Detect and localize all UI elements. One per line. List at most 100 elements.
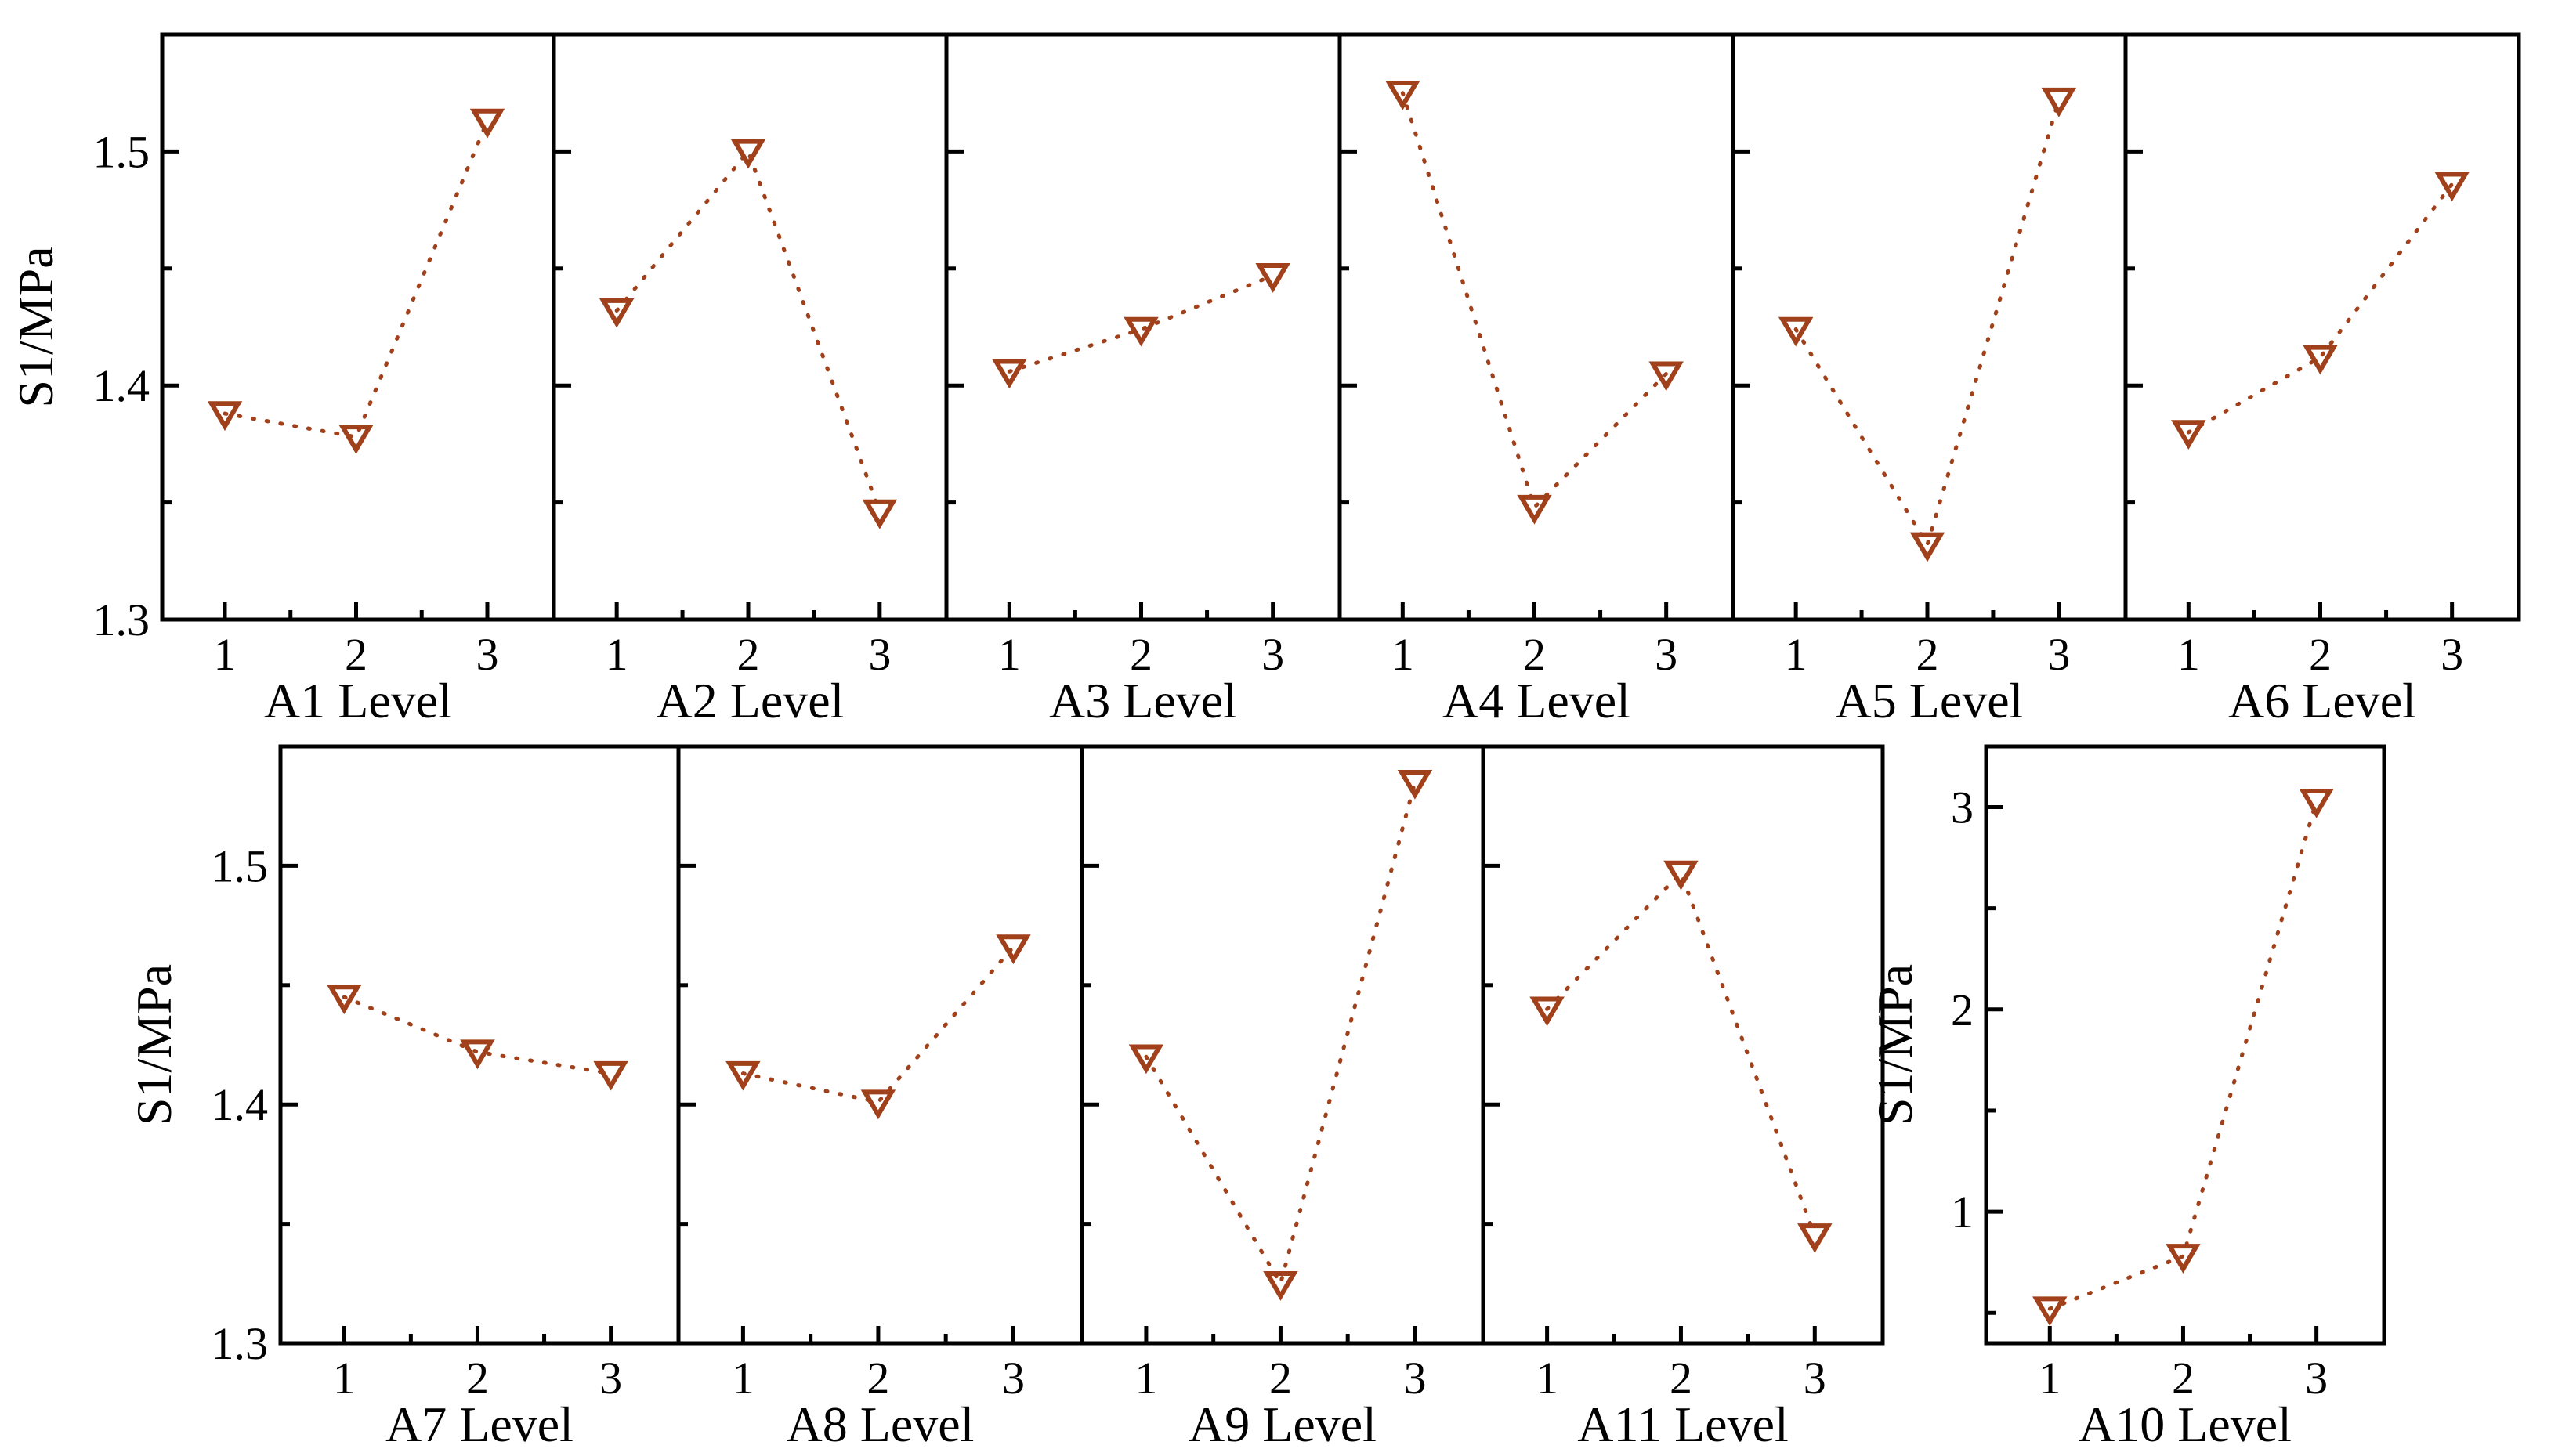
panel-a1-xtick-label: 3 <box>476 629 499 680</box>
panel-a3-xtick-label: 1 <box>998 629 1021 680</box>
panel-a3-series-line <box>1007 273 1276 374</box>
panel-a1-ytick-label: 1.4 <box>93 360 150 411</box>
panel-a11-xtick-label: 1 <box>1536 1353 1558 1404</box>
panel-a11-frame <box>1481 744 1885 1346</box>
panel-a8-point <box>996 934 1031 965</box>
panel-a7-frame <box>278 744 681 1346</box>
panel-a9-point <box>1397 769 1433 800</box>
panel-a9-xtick-label: 2 <box>1269 1353 1292 1404</box>
panel-a6-xlabel: A6 Level <box>2228 673 2416 728</box>
panel-a1-xtick-label: 2 <box>345 629 367 680</box>
panel-a5-point <box>2041 87 2077 117</box>
panel-a5-frame <box>1731 32 2128 622</box>
panel-a1-point <box>469 108 505 139</box>
panel-a10-ytick-label: 2 <box>1951 985 1974 1035</box>
panel-a9-point <box>1263 1271 1298 1301</box>
panel-a4-xtick-label: 3 <box>1655 629 1677 680</box>
panel-a10-ylabel: S1/MPa <box>1867 964 1923 1125</box>
panel-a8-xtick-label: 1 <box>732 1353 754 1404</box>
panel-a7-point <box>327 985 362 1015</box>
panel-a6-frame <box>2123 32 2521 622</box>
panel-a2-xtick-label: 3 <box>868 629 891 680</box>
panel-a4-frame <box>1337 32 1735 622</box>
panel-a7-xtick-label: 3 <box>599 1353 622 1404</box>
panel-a10-point <box>2032 1296 2068 1327</box>
panel-a7-ylabel: S1/MPa <box>126 964 182 1125</box>
panel-a5-xlabel: A5 Level <box>1836 673 2024 728</box>
panel-a3: 1 2 3 A3 Level <box>944 32 1342 728</box>
panel-a10-point <box>2166 1244 2201 1274</box>
panel-a3-point <box>992 359 1027 389</box>
panel-a7-xlabel: A7 Level <box>385 1396 574 1452</box>
panel-a5: 1 2 3 A5 Level <box>1731 32 2128 728</box>
panel-a11-point <box>1663 860 1699 891</box>
panel-a10-ytick-label: 1 <box>1951 1187 1974 1237</box>
panel-a1-xlabel: A1 Level <box>264 673 452 728</box>
panel-a3-point <box>1124 316 1159 347</box>
panel-a5-series-line <box>1793 98 2061 550</box>
panel-a10-xtick-label: 1 <box>2039 1353 2061 1404</box>
panel-a2: 1 2 3 A2 Level <box>552 32 949 728</box>
panel-a5-xtick-label: 3 <box>2047 629 2070 680</box>
panel-a5-xtick-label: 1 <box>1785 629 1807 680</box>
panel-a7-ytick-label: 1.3 <box>212 1318 269 1369</box>
panel-a2-xlabel: A2 Level <box>657 673 845 728</box>
panel-a11-series-line <box>1545 869 1817 1238</box>
panel-a4-xtick-label: 1 <box>1391 629 1414 680</box>
panel-a11-xlabel: A11 Level <box>1577 1396 1789 1452</box>
panel-a2-xtick-label: 2 <box>736 629 759 680</box>
panel-a1-point <box>338 425 374 455</box>
panel-a11-point <box>1529 996 1565 1027</box>
panel-a11-xtick-label: 2 <box>1670 1353 1692 1404</box>
panel-a4-series-line <box>1400 91 1669 511</box>
panel-a6-point <box>2434 172 2470 202</box>
panel-a1-series-line <box>223 119 490 439</box>
panel-a10-xlabel: A10 Level <box>2079 1396 2292 1452</box>
panel-a8-xtick-label: 2 <box>867 1353 889 1404</box>
panel-a2-series-line <box>614 147 882 515</box>
panel-a9-point <box>1128 1044 1164 1075</box>
panel-a11: 1 2 3 A11 Level <box>1481 744 1885 1452</box>
panel-a2-point <box>730 139 766 169</box>
panel-a10-frame <box>1984 744 2386 1346</box>
panel-a4-point <box>1648 361 1684 392</box>
panel-a11-xtick-label: 3 <box>1804 1353 1826 1404</box>
panel-a1-ytick-label: 1.5 <box>93 126 150 177</box>
panel-a6-xtick-label: 3 <box>2441 629 2463 680</box>
panel-a2-point <box>862 499 898 529</box>
panel-a1-point <box>207 401 243 432</box>
panel-a10-ytick-label: 3 <box>1951 782 1974 833</box>
panel-a7-point <box>593 1060 628 1091</box>
panel-a7-ytick-label: 1.4 <box>212 1079 269 1130</box>
panel-a8-xlabel: A8 Level <box>787 1396 975 1452</box>
panel-a10-series-line <box>2047 799 2319 1311</box>
panel-a8-xtick-label: 3 <box>1002 1353 1025 1404</box>
panel-a3-xlabel: A3 Level <box>1049 673 1237 728</box>
panel-a6-point <box>2171 420 2206 450</box>
panel-a1-xtick-label: 1 <box>214 629 237 680</box>
panel-a6-xtick-label: 2 <box>2309 629 2332 680</box>
panel-a1-ytick-label: 1.3 <box>93 594 150 645</box>
panel-a4-point <box>1517 494 1552 525</box>
panel-a9-series-line <box>1144 780 1417 1289</box>
panel-a1: 1.3 1.4 1.5 1 2 3 A1 Level S1/MPa <box>8 32 556 728</box>
panel-a4-xlabel: A4 Level <box>1442 673 1630 728</box>
panel-a11-point <box>1797 1223 1833 1253</box>
panel-a7: 1.3 1.4 1.5 1 2 3 A7 Level S1/MPa <box>126 744 681 1452</box>
panel-a3-xtick-label: 2 <box>1130 629 1152 680</box>
panel-a8: 1 2 3 A8 Level <box>676 744 1084 1452</box>
panel-a10: 1 2 3 1 2 3 A10 Level S1/MPa <box>1867 744 2386 1452</box>
panel-a5-point <box>1909 532 1945 562</box>
panel-a8-point <box>725 1060 761 1091</box>
panel-a10-xtick-label: 2 <box>2172 1353 2195 1404</box>
panel-a7-point <box>460 1039 495 1070</box>
panel-a4: 1 2 3 A4 Level <box>1337 32 1735 728</box>
panel-a8-point <box>860 1089 896 1120</box>
panel-a2-xtick-label: 1 <box>606 629 628 680</box>
panel-a4-point <box>1385 80 1420 110</box>
panel-a10-point <box>2299 788 2334 818</box>
panel-a9: 1 2 3 A9 Level <box>1080 744 1485 1452</box>
panel-a6-point <box>2303 345 2338 375</box>
panel-a1-ylabel: S1/MPa <box>8 246 63 407</box>
